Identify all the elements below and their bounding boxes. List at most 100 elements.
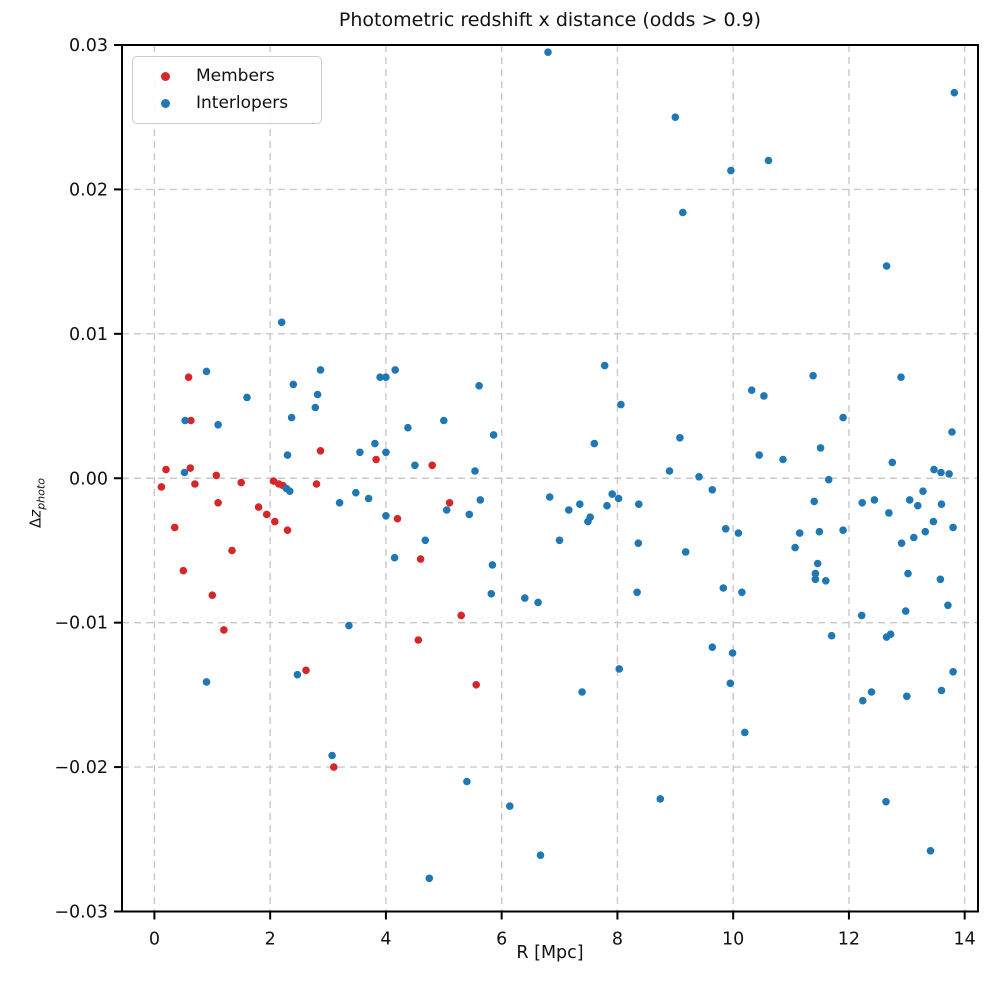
series-interlopers xyxy=(180,48,959,883)
data-point xyxy=(352,488,360,497)
legend-item-interlopers: Interlopers xyxy=(147,93,307,113)
data-point xyxy=(544,48,552,56)
data-point xyxy=(186,464,195,472)
data-point xyxy=(393,514,402,523)
data-point xyxy=(903,692,911,701)
data-point xyxy=(187,416,195,425)
data-point xyxy=(157,483,166,491)
data-point xyxy=(949,668,957,676)
data-point xyxy=(671,113,680,121)
data-point xyxy=(545,493,554,501)
data-point xyxy=(442,506,451,514)
data-point xyxy=(882,797,890,806)
tick-labels: 0 2 4 6 8 10 12 14 −0.03 −0.02 −0.01 0.00 0.01 0.02 0.… xyxy=(54,36,975,950)
data-point xyxy=(603,501,611,510)
data-point xyxy=(565,506,573,514)
y-tick-label: 0.00 xyxy=(69,469,108,489)
data-point xyxy=(949,523,957,532)
data-point xyxy=(839,526,847,534)
data-point xyxy=(695,473,703,481)
data-point xyxy=(811,569,820,578)
data-point xyxy=(734,529,743,537)
data-point xyxy=(214,421,222,429)
data-point xyxy=(328,751,336,760)
data-point xyxy=(708,643,717,651)
data-point xyxy=(162,465,170,474)
data-point xyxy=(910,533,918,542)
data-point xyxy=(536,851,545,859)
data-point xyxy=(289,380,298,389)
data-point xyxy=(440,416,448,425)
data-point xyxy=(271,517,279,526)
data-point xyxy=(312,480,321,488)
data-point xyxy=(791,543,799,552)
data-point xyxy=(180,468,189,477)
x-axis-label: R [Mpc] xyxy=(516,943,584,963)
y-axis-label: Δzphoto xyxy=(27,478,48,528)
data-point xyxy=(476,496,485,504)
data-point xyxy=(228,546,236,555)
y-tick-label: 0.03 xyxy=(69,36,108,56)
data-point xyxy=(779,455,787,464)
data-point xyxy=(882,262,891,270)
data-point xyxy=(237,478,245,487)
data-point xyxy=(586,513,594,521)
data-point xyxy=(948,428,956,436)
data-point xyxy=(521,594,529,602)
data-point xyxy=(614,494,623,503)
data-point xyxy=(727,166,735,175)
x-tick-label: 6 xyxy=(496,930,507,950)
data-point xyxy=(578,688,586,696)
data-point xyxy=(472,681,481,689)
members-swatch-icon xyxy=(161,71,170,81)
data-point xyxy=(811,575,820,584)
y-tick-label: −0.02 xyxy=(54,758,108,778)
x-tick-label: 10 xyxy=(722,930,744,950)
y-tick-label: 0.02 xyxy=(69,180,108,200)
data-point xyxy=(463,777,471,786)
data-point xyxy=(428,461,437,470)
data-point xyxy=(681,548,690,556)
data-point xyxy=(445,499,454,507)
data-point xyxy=(719,584,728,592)
data-point xyxy=(489,431,498,439)
y-tick-label: −0.03 xyxy=(54,903,108,923)
data-point xyxy=(870,496,879,504)
data-point xyxy=(795,529,804,537)
data-point xyxy=(414,636,423,644)
data-point xyxy=(506,802,514,810)
data-point xyxy=(905,496,914,504)
data-point xyxy=(179,566,188,575)
data-point xyxy=(914,501,922,510)
data-point xyxy=(364,494,373,503)
axis-ticks xyxy=(114,44,966,920)
data-point xyxy=(277,318,286,327)
data-point xyxy=(755,451,763,459)
y-axis-label-var: z xyxy=(26,509,45,518)
data-point xyxy=(721,525,730,533)
x-tick-label: 2 xyxy=(265,930,276,950)
data-point xyxy=(827,631,836,640)
data-point xyxy=(262,510,271,519)
data-point xyxy=(930,465,938,474)
data-point xyxy=(293,670,302,679)
data-point xyxy=(243,393,251,402)
data-point xyxy=(184,373,193,382)
legend: Members Interlopers xyxy=(132,56,322,124)
legend-item-members: Members xyxy=(147,66,307,86)
data-point xyxy=(679,208,687,217)
data-point xyxy=(937,686,946,695)
data-point xyxy=(220,626,228,634)
data-point xyxy=(824,475,833,484)
data-point xyxy=(376,373,384,382)
data-point xyxy=(287,413,296,422)
data-point xyxy=(738,588,746,597)
data-point xyxy=(937,468,945,477)
data-point xyxy=(283,526,292,534)
data-point xyxy=(904,569,912,578)
data-point xyxy=(390,553,399,562)
data-point xyxy=(897,539,906,547)
data-point xyxy=(181,416,189,425)
